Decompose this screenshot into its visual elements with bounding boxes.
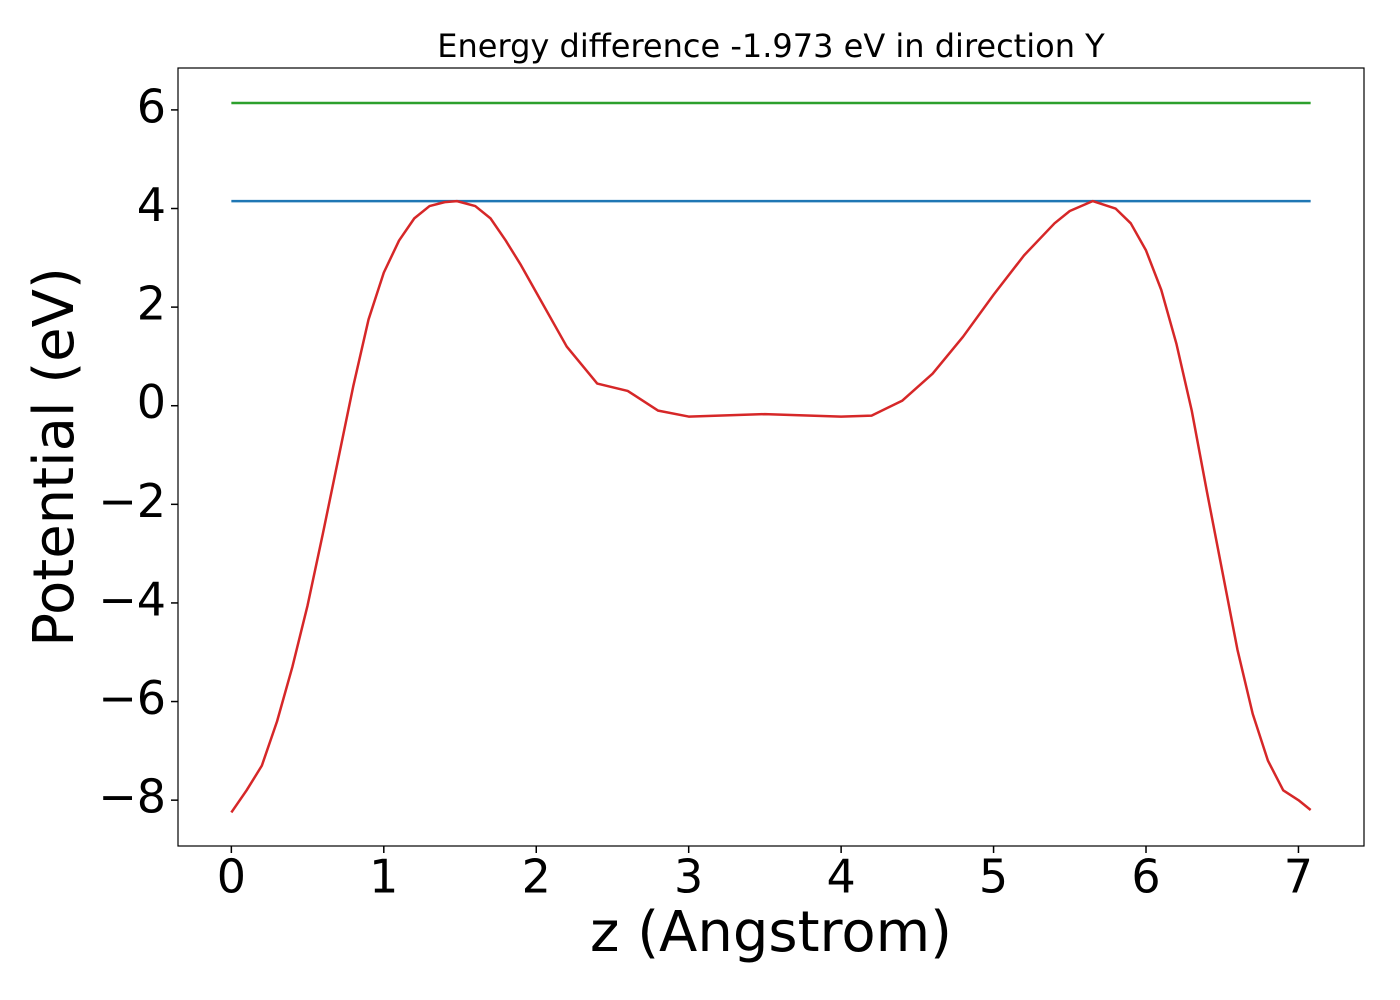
y-tick-label: 6 xyxy=(137,79,166,133)
x-tick-label: 7 xyxy=(1284,850,1313,904)
x-tick-label: 3 xyxy=(674,850,703,904)
x-axis-label: z (Angstrom) xyxy=(590,900,952,965)
chart-title: Energy difference -1.973 eV in direction… xyxy=(437,27,1105,65)
x-tick-label: 6 xyxy=(1131,850,1160,904)
y-tick-label: 2 xyxy=(137,277,166,331)
x-tick-label: 4 xyxy=(826,850,855,904)
y-tick-label: 0 xyxy=(137,375,166,429)
data-line xyxy=(230,199,1312,814)
y-tick-label: −6 xyxy=(98,671,166,725)
y-tick-label: −4 xyxy=(98,572,166,626)
x-tick-label: 2 xyxy=(522,850,551,904)
y-tick-label: −8 xyxy=(98,770,166,824)
x-tick-label: 5 xyxy=(979,850,1008,904)
plot-frame xyxy=(177,67,1365,847)
y-tick-label: 4 xyxy=(137,178,166,232)
x-tick-label: 1 xyxy=(369,850,398,904)
y-axis-label: Potential (eV) xyxy=(22,267,87,647)
y-tick-label: −2 xyxy=(98,474,166,528)
x-tick-label: 0 xyxy=(217,850,246,904)
